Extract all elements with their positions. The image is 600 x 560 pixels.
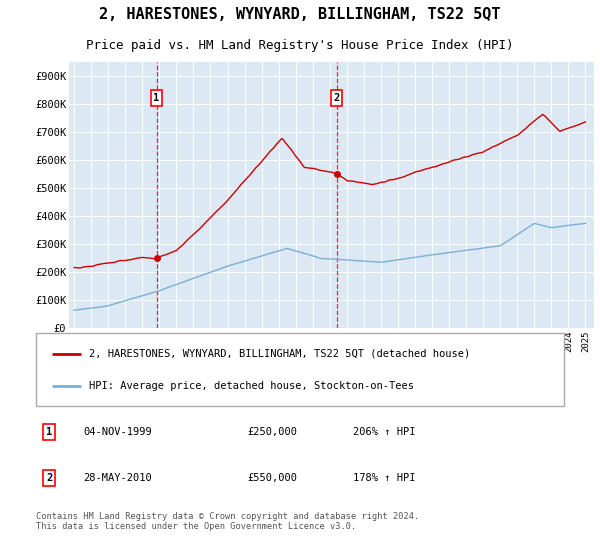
Text: 2, HARESTONES, WYNYARD, BILLINGHAM, TS22 5QT (detached house): 2, HARESTONES, WYNYARD, BILLINGHAM, TS22… [89,348,470,358]
Text: 1: 1 [154,93,160,103]
Text: 04-NOV-1999: 04-NOV-1999 [83,427,152,437]
Text: 1: 1 [46,427,52,437]
Text: £550,000: £550,000 [247,473,297,483]
FancyBboxPatch shape [36,333,564,406]
Text: 206% ↑ HPI: 206% ↑ HPI [353,427,415,437]
Text: Contains HM Land Registry data © Crown copyright and database right 2024.
This d: Contains HM Land Registry data © Crown c… [36,512,419,531]
Text: £250,000: £250,000 [247,427,297,437]
Text: 178% ↑ HPI: 178% ↑ HPI [353,473,415,483]
Text: 28-MAY-2010: 28-MAY-2010 [83,473,152,483]
Text: 2, HARESTONES, WYNYARD, BILLINGHAM, TS22 5QT: 2, HARESTONES, WYNYARD, BILLINGHAM, TS22… [99,7,501,22]
Text: Price paid vs. HM Land Registry's House Price Index (HPI): Price paid vs. HM Land Registry's House … [86,39,514,53]
Text: 2: 2 [334,93,340,103]
Text: 2: 2 [46,473,52,483]
Text: HPI: Average price, detached house, Stockton-on-Tees: HPI: Average price, detached house, Stoc… [89,381,414,391]
